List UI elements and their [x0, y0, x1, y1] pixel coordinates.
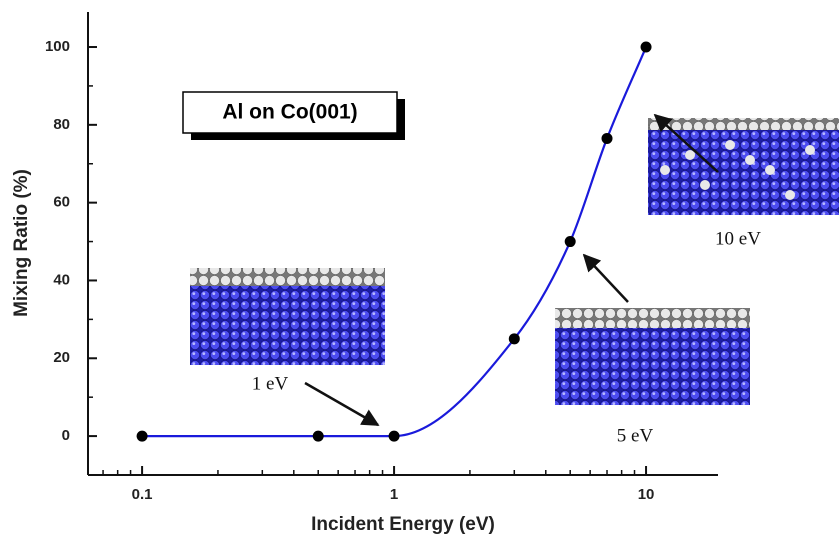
y-tick-label: 40 [53, 271, 70, 288]
x-axis-label: Incident Energy (eV) [311, 514, 495, 535]
y-tick-label: 80 [53, 116, 70, 133]
data-point [313, 431, 324, 442]
y-axis-label: Mixing Ratio (%) [11, 169, 32, 317]
x-tick-label: 10 [638, 486, 655, 503]
y-tick-label: 100 [45, 38, 70, 55]
x-tick-label: 1 [390, 486, 398, 503]
annotation: 5 eV [617, 425, 654, 446]
x-tick-label: 0.1 [132, 486, 153, 503]
annotation-title: Al on Co(001) [222, 101, 357, 124]
data-point [641, 42, 652, 53]
data-point [137, 431, 148, 442]
y-tick-label: 0 [62, 427, 70, 444]
slab-10ev [648, 118, 839, 215]
annotation: 10 eV [715, 228, 761, 249]
data-point [602, 133, 613, 144]
data-point [565, 236, 576, 247]
y-tick-label: 60 [53, 194, 70, 211]
data-point [389, 431, 400, 442]
annotation: 1 eV [252, 373, 289, 394]
data-point [509, 333, 520, 344]
slab-1ev [190, 268, 385, 365]
slab-5ev [555, 308, 750, 405]
y-tick-label: 20 [53, 349, 70, 366]
chart: Al on Co(001) 1 eV 5 eV 10 eV Incident E… [0, 0, 839, 536]
